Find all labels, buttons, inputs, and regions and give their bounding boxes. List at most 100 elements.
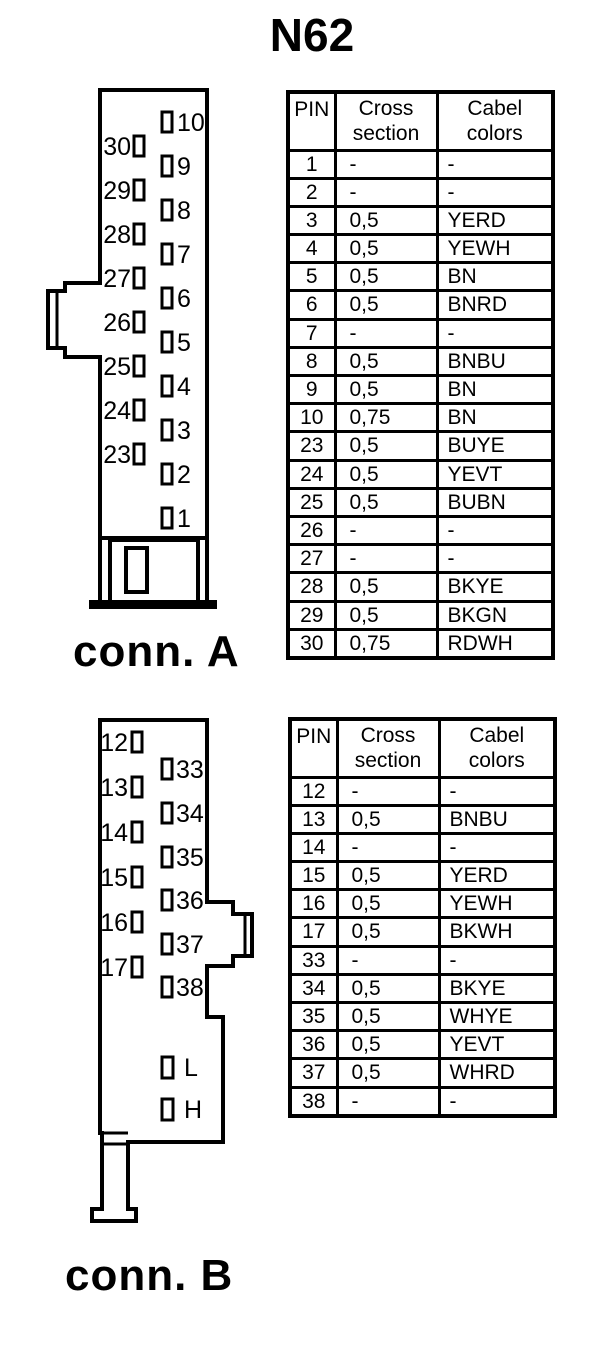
pin-row: 27- - [286, 543, 555, 575]
pin-slot [132, 398, 146, 422]
cross-section-cell: 0,5 [333, 289, 439, 321]
pin-table-a-header-row: PIN Cross section Cabel colors [286, 90, 555, 152]
pin-label: 36 [176, 887, 204, 915]
cable-color-cell: BKGN [435, 599, 555, 631]
pin-table-b-body: 12- -13 0,5 BNBU 14- -15 0,5 YERD 16 0,5 YEWH 17 0,5… [288, 775, 557, 1118]
connector-a-base [108, 538, 200, 606]
cross-section-cell: - [333, 543, 439, 575]
pin-label: H [184, 1096, 202, 1124]
pin-row: 30 0,75 RDWH [286, 627, 555, 660]
cable-color-cell: YEVT [437, 1029, 557, 1061]
pin-cell: 23 [286, 430, 337, 462]
pin-slot [160, 154, 174, 178]
cross-section-cell: 0,5 [333, 373, 439, 406]
pin-cell: 5 [286, 261, 337, 293]
pin-label: 9 [177, 153, 191, 181]
pin-label: 1 [177, 505, 191, 533]
pin-label: 4 [177, 373, 191, 401]
pin-slot [130, 865, 144, 889]
cable-color-cell: - [435, 514, 555, 547]
pin-slot [160, 845, 174, 869]
cross-section-cell: 0,5 [333, 571, 439, 603]
pin-row: 28 0,5 BKYE [286, 571, 555, 603]
cable-color-cell: BNRD [435, 289, 555, 321]
pin-cell: 9 [286, 373, 337, 406]
cable-color-cell: BUBN [435, 486, 555, 518]
cable-color-cell: WHRD [437, 1057, 557, 1089]
pin-row: 5 0,5 BN [286, 261, 555, 293]
cable-color-cell: BNBU [437, 803, 557, 835]
cross-section-header: Cross section [333, 90, 439, 152]
pin-table-b-header-row: PIN Cross section Cabel colors [288, 717, 557, 779]
pin-cell: 6 [286, 289, 337, 321]
pin-slot [160, 330, 174, 354]
cable-color-cell: RDWH [435, 627, 555, 660]
pin-row: 34 0,5 BKYE [288, 972, 557, 1005]
pin-cell: 4 [286, 233, 337, 265]
pin-slot [132, 354, 146, 378]
pin-cell: 1 [286, 148, 337, 180]
pin-table-a-body: 1- -2- -3 0,5 YERD 4 0,5 YEWH 5 0,5 BN 6 0,5 BNRD 7- -8… [286, 148, 555, 660]
pin-label: 34 [176, 800, 204, 828]
pin-label: 2 [177, 461, 191, 489]
pin-cell: 36 [288, 1029, 339, 1061]
pin-label: 30 [103, 133, 131, 161]
pin-row: 8 0,5 BNBU [286, 345, 555, 378]
cable-color-cell: - [437, 944, 557, 976]
pin-row: 14- - [288, 831, 557, 864]
cross-section-cell: 0,5 [335, 1029, 441, 1061]
pin-slot [160, 506, 174, 530]
cross-section-cell: - [333, 176, 439, 208]
pin-table-a: PIN Cross section Cabel colors 1- -2- -3 0,… [286, 90, 555, 660]
diagram-title: N62 [269, 9, 355, 61]
cable-color-cell: - [437, 775, 557, 807]
pin-cell: 2 [286, 176, 337, 208]
pin-slot [132, 178, 146, 202]
pin-cell: 29 [286, 599, 337, 631]
pin-cell: 12 [288, 775, 339, 807]
pin-table-b: PIN Cross section Cabel colors 12- -13 0,5… [288, 717, 557, 1118]
pin-cell: 7 [286, 317, 337, 349]
cable-color-cell: BN [435, 373, 555, 406]
pin-cell: 25 [286, 486, 337, 518]
pin-cell: 26 [286, 514, 337, 547]
cross-section-cell: 0,75 [333, 402, 439, 434]
connector-b-body [90, 718, 254, 1223]
pin-label: 24 [103, 397, 131, 425]
cross-section-cell: 0,5 [333, 261, 439, 293]
pin-slot [130, 820, 144, 844]
pin-slot [160, 198, 174, 222]
cross-section-cell: - [335, 775, 441, 807]
pin-label: 33 [176, 756, 204, 784]
cable-color-cell: YERD [435, 204, 555, 237]
cross-section-cell: 0,5 [333, 599, 439, 631]
pin-cell: 34 [288, 972, 339, 1005]
pin-cell: 35 [288, 1000, 339, 1033]
pin-row: 24 0,5 YEVT [286, 458, 555, 490]
cable-color-cell: - [435, 543, 555, 575]
pin-row: 6 0,5 BNRD [286, 289, 555, 321]
cable-color-cell: - [437, 1085, 557, 1118]
pin-cell: 27 [286, 543, 337, 575]
cross-section-cell: - [335, 944, 441, 976]
pin-label: 12 [100, 729, 128, 757]
cable-color-cell: YERD [437, 860, 557, 892]
pin-cell: 33 [288, 944, 339, 976]
pin-cell: 17 [288, 916, 339, 948]
cross-section-cell: 0,5 [333, 204, 439, 237]
cable-color-cell: BKYE [437, 972, 557, 1005]
pin-row: 16 0,5 YEWH [288, 888, 557, 920]
pin-cell: 30 [286, 627, 337, 660]
cable-color-cell: WHYE [437, 1000, 557, 1033]
cable-color-cell: BUYE [435, 430, 555, 462]
pin-row: 2-- [286, 176, 555, 208]
cross-section-header: Cross section [335, 717, 441, 779]
pin-slot [160, 374, 174, 398]
cable-color-cell: - [435, 176, 555, 208]
cross-section-cell: 0,5 [333, 345, 439, 378]
pin-cell: 24 [286, 458, 337, 490]
pin-label: 16 [100, 909, 128, 937]
pin-slot [160, 975, 174, 999]
connector-b-label: conn. B [65, 1251, 234, 1300]
pin-slot [130, 775, 144, 799]
